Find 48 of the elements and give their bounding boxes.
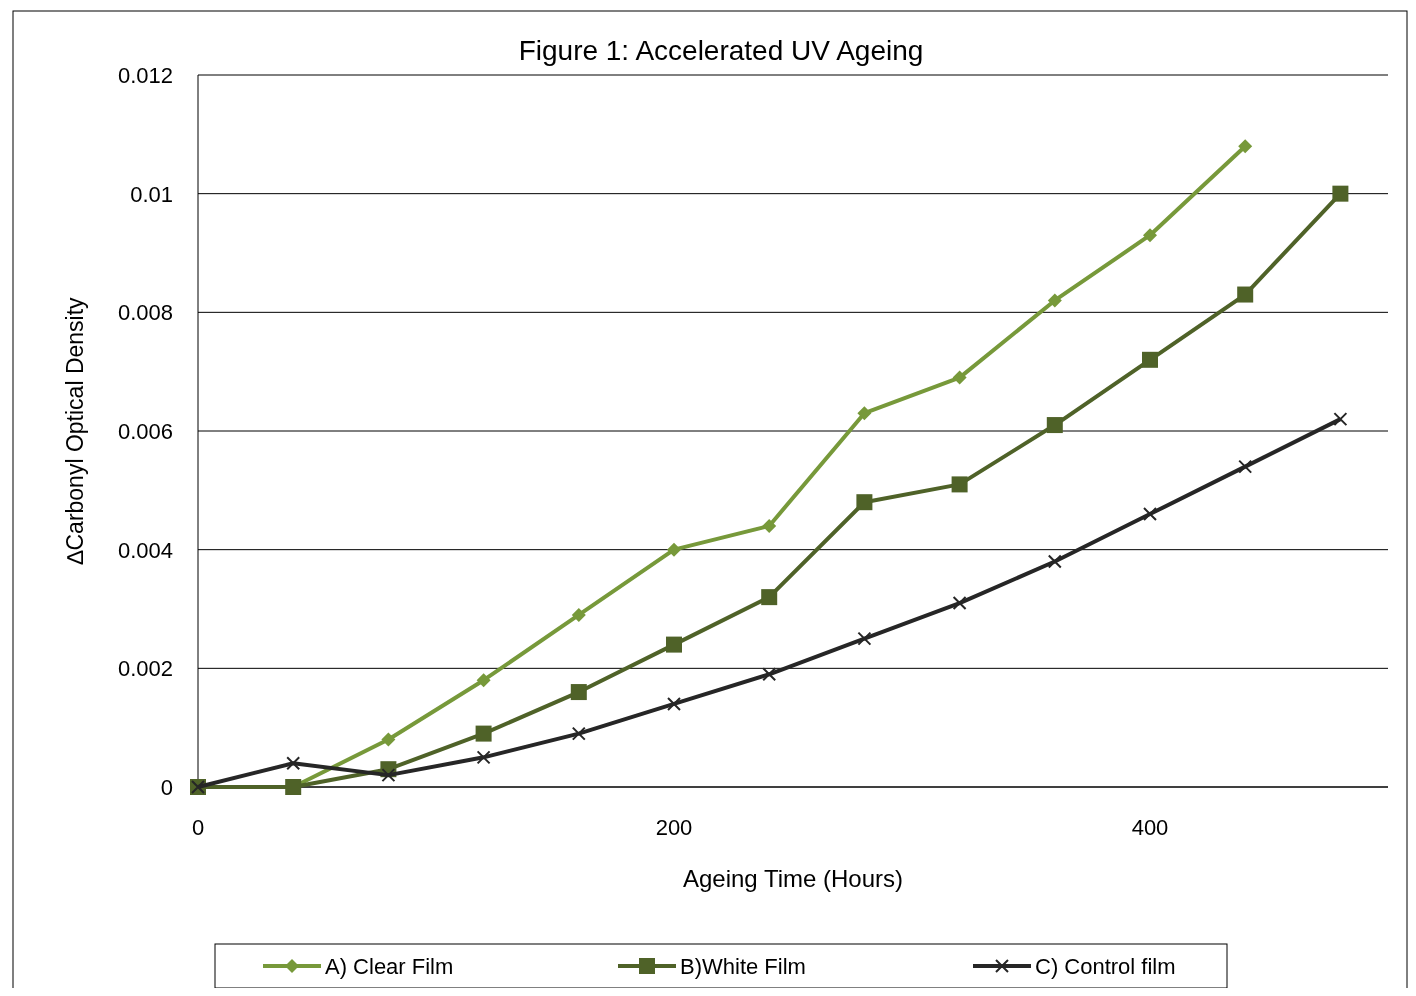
point (951, 476, 968, 493)
point (1237, 286, 1254, 303)
point (667, 542, 681, 557)
point (381, 732, 396, 747)
y-tick-label: 0.012 (117, 63, 173, 88)
legend-label: A) Clear Film (325, 954, 454, 979)
y-tick-label: 0.006 (117, 419, 173, 444)
point (1047, 554, 1062, 569)
point (1142, 351, 1158, 368)
point (666, 636, 682, 653)
legend-label: B)White Film (680, 954, 806, 979)
point (667, 696, 681, 711)
point (1333, 412, 1348, 427)
point (475, 725, 492, 742)
point (857, 631, 872, 646)
point (761, 589, 778, 606)
point (1238, 139, 1253, 154)
x-axis-title: Ageing Time (Hours) (682, 865, 904, 892)
y-tick-label: 0.004 (117, 537, 173, 563)
point (1143, 507, 1157, 522)
point (381, 768, 396, 783)
point (952, 596, 967, 611)
chart-title: Figure 1: Accelerated UV Ageing (518, 35, 924, 66)
point (571, 607, 586, 622)
point (856, 494, 873, 511)
y-tick-label: 0 (160, 775, 173, 800)
y-tick-label: 0.01 (130, 181, 173, 207)
point (476, 673, 491, 688)
x-tick-label: 200 (655, 815, 693, 840)
point (762, 518, 777, 533)
point (570, 684, 587, 701)
legend-label: C) Control film (1035, 954, 1176, 979)
y-tick-label: 0.002 (117, 656, 173, 682)
y-tick-label: 0.008 (117, 300, 173, 326)
point (286, 756, 301, 771)
point (952, 370, 967, 385)
point (762, 667, 777, 682)
point (857, 406, 872, 421)
point (1046, 417, 1063, 434)
point (571, 726, 586, 741)
point (1332, 185, 1349, 202)
point (1143, 228, 1157, 243)
x-tick-label: 400 (1131, 815, 1169, 840)
point (1047, 293, 1062, 308)
point (476, 750, 491, 765)
y-axis-title: ∆Carbonyl Optical Density (62, 296, 88, 565)
point (1238, 459, 1253, 474)
x-tick-label: 0 (191, 815, 205, 840)
